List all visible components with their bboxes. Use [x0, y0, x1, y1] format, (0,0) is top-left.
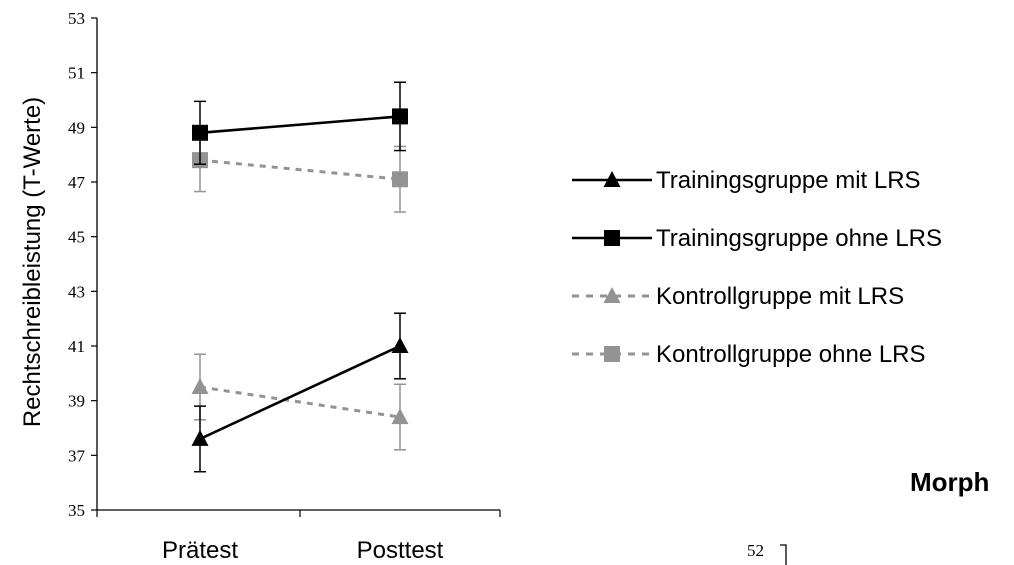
series-line	[199, 385, 401, 419]
x-tick-label: Prätest	[162, 537, 238, 564]
x-tick-labels: Prätest Posttest	[162, 537, 444, 564]
data-point-square	[192, 124, 208, 141]
y-tick-label: 39	[68, 392, 85, 411]
data-point-square	[392, 108, 408, 125]
series-kontrollgruppe-ohne-lrs	[192, 127, 408, 213]
legend-item: Kontrollgruppe mit LRS	[572, 283, 904, 310]
y-tick-label: 53	[68, 9, 85, 28]
legend-label: Kontrollgruppe mit LRS	[656, 283, 904, 310]
y-axis-label: Rechtschreibleistung (T-Werte)	[19, 97, 46, 427]
legend: Trainingsgruppe mit LRS Trainingsgruppe o…	[572, 167, 942, 368]
y-tick-label: 47	[68, 173, 86, 192]
cropped-title-fragment: Morph	[910, 467, 989, 497]
y-tick-label: 41	[68, 337, 85, 356]
series-trainingsgruppe-mit-lrs	[191, 312, 409, 473]
chart-axes	[91, 17, 501, 517]
x-tick-label: Posttest	[357, 537, 444, 564]
series-line	[199, 158, 401, 181]
series-trainingsgruppe-ohne-lrs	[192, 81, 408, 165]
legend-marker-square	[604, 346, 620, 362]
legend-item: Kontrollgruppe ohne LRS	[572, 341, 926, 368]
data-point-triangle	[391, 408, 409, 425]
series-line	[199, 344, 401, 441]
y-tick-label: 49	[68, 118, 85, 137]
data-point-triangle	[191, 378, 209, 394]
y-tick-label: 43	[68, 282, 85, 301]
legend-label: Trainingsgruppe mit LRS	[656, 167, 921, 194]
y-tick-labels: 35 37 39 41 43 45 47 49 51 53	[68, 9, 86, 520]
legend-marker-square	[604, 230, 620, 246]
y-tick-label: 51	[68, 64, 85, 83]
legend-marker-triangle	[603, 171, 621, 187]
data-point-triangle	[191, 429, 209, 446]
legend-item: Trainingsgruppe mit LRS	[572, 167, 921, 194]
series-kontrollgruppe-mit-lrs	[191, 353, 409, 451]
legend-label: Kontrollgruppe ohne LRS	[656, 341, 926, 368]
y-tick-label: 45	[68, 228, 85, 247]
data-point-triangle	[391, 337, 409, 353]
next-chart-tick-label: 52	[747, 541, 764, 560]
data-point-square	[392, 171, 408, 188]
legend-item: Trainingsgruppe ohne LRS	[572, 225, 942, 252]
next-chart-axis-fragment	[780, 544, 787, 565]
legend-marker-triangle	[603, 287, 621, 303]
legend-label: Trainingsgruppe ohne LRS	[656, 225, 942, 252]
series-line	[199, 115, 401, 135]
y-tick-label: 37	[68, 446, 86, 465]
series-layer	[191, 81, 409, 473]
y-tick-label: 35	[68, 501, 85, 520]
